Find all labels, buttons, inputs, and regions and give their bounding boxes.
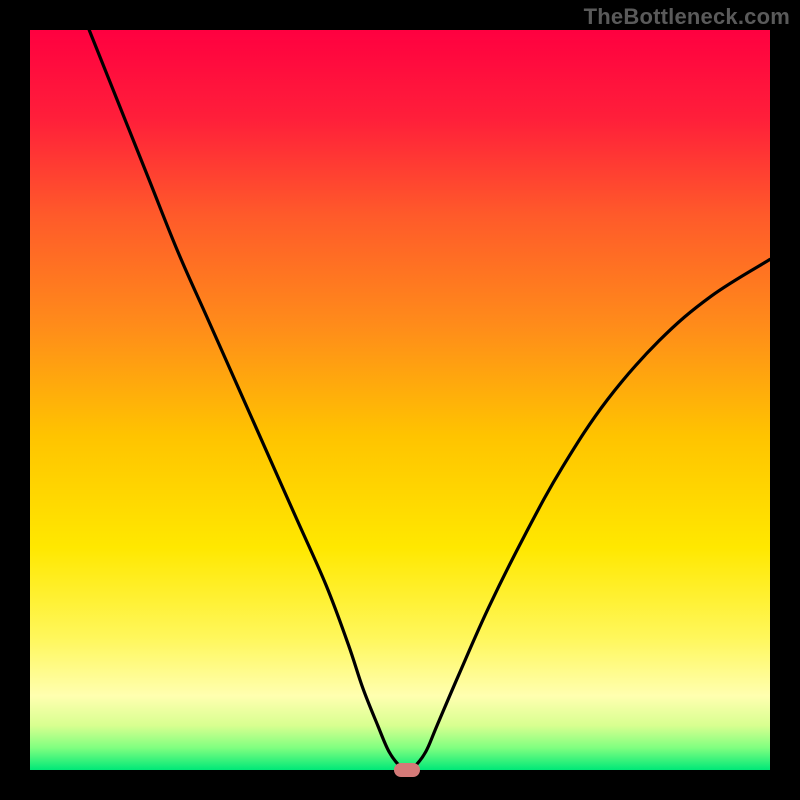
chart-container: TheBottleneck.com [0,0,800,800]
bottleneck-curve [30,30,770,770]
plot-area [30,30,770,770]
minimum-marker [394,763,420,777]
watermark-text: TheBottleneck.com [584,4,790,30]
